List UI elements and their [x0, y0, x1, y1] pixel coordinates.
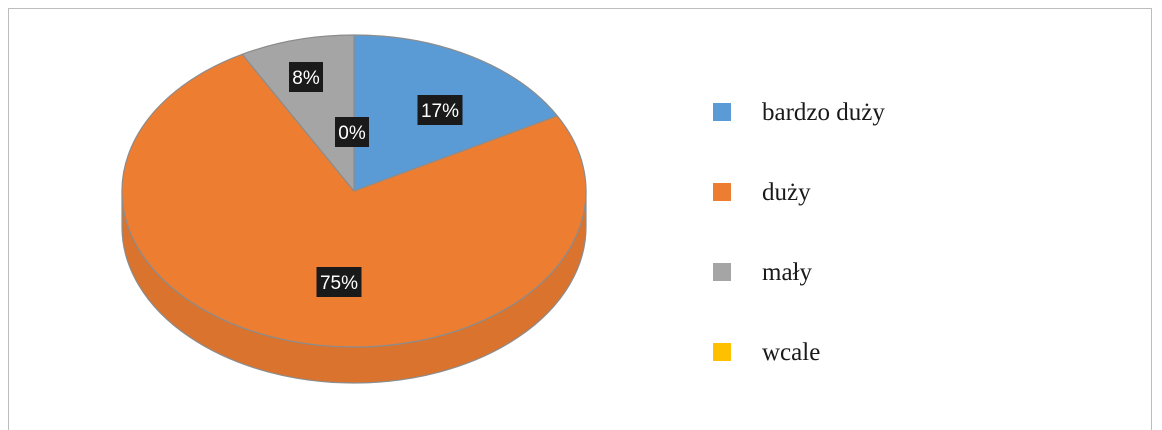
legend: bardzo duży duży mały wcale: [713, 99, 885, 366]
legend-label: wcale: [762, 339, 820, 366]
data-label-box: [417, 95, 463, 125]
legend-item-wcale: wcale: [713, 339, 820, 366]
legend-item-duzy: duży: [713, 179, 811, 206]
legend-item-bardzo-duzy: bardzo duży: [713, 99, 885, 126]
data-label-text: 75%: [320, 273, 358, 294]
data-label-wcale: 0%: [335, 117, 369, 147]
data-labels: 17% 75% 8% 0%: [289, 62, 463, 297]
pie-slice-ma-y: [241, 34, 355, 192]
data-label-ma-y: 8%: [289, 62, 323, 92]
legend-label: duży: [762, 179, 811, 206]
legend-swatch: [713, 263, 731, 281]
pie-layer: [121, 34, 587, 384]
data-label-box: [289, 62, 323, 92]
data-label-box: [316, 267, 362, 297]
legend-swatch: [713, 183, 731, 201]
data-label-text: 0%: [338, 123, 366, 144]
legend-swatch: [713, 343, 731, 361]
legend-label: bardzo duży: [762, 99, 885, 126]
data-label-box: [335, 117, 369, 147]
legend-swatch: [713, 103, 731, 121]
legend-item-ma-y: mały: [713, 259, 812, 286]
data-label-bardzo-duzy: 17%: [417, 95, 463, 125]
data-label-duzy: 75%: [316, 267, 362, 297]
data-label-text: 8%: [292, 68, 320, 89]
legend-label: mały: [762, 259, 812, 286]
data-label-text: 17%: [421, 101, 459, 122]
pie-slice-duzy: [121, 53, 587, 348]
